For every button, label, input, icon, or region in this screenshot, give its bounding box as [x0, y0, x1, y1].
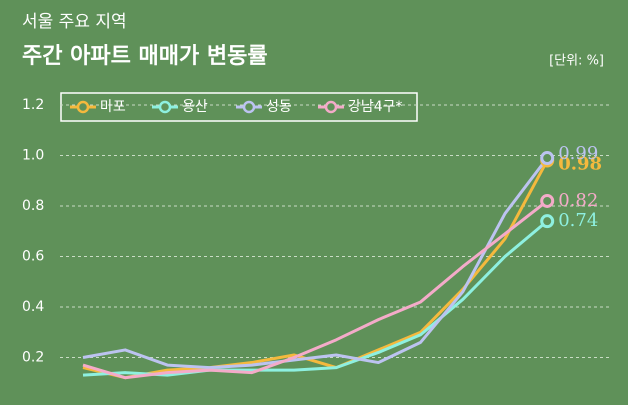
legend-marker: [324, 100, 338, 114]
unit-label: [단위: %]: [549, 54, 604, 69]
y-tick-label: 0.8: [22, 198, 44, 214]
legend-marker: [76, 100, 90, 114]
legend-marker: [158, 100, 172, 114]
series-line: [82, 199, 549, 380]
legend-label: 강남4구*: [348, 99, 403, 115]
legend-label: 성동: [266, 99, 292, 115]
legend-box: [60, 92, 418, 122]
legend-marker: [242, 100, 256, 114]
end-marker: [540, 214, 555, 229]
data-label: 0.99: [558, 143, 598, 164]
y-tick-label: 1.2: [22, 97, 44, 113]
data-label: 0.82: [558, 190, 598, 211]
y-tick-label: 0.4: [22, 299, 44, 315]
end-marker: [540, 151, 555, 166]
legend-label: 용산: [182, 99, 208, 115]
y-tick-label: 0.6: [22, 249, 44, 265]
chart-subtitle: 주간 아파트 매매가 변동률: [22, 44, 268, 69]
y-tick-label: 0.2: [22, 350, 44, 366]
chart-title: 서울 주요 지역: [22, 12, 127, 32]
y-tick-label: 1.0: [22, 148, 44, 164]
data-label: 0.74: [558, 210, 598, 231]
series-line: [82, 157, 549, 370]
data-label: 0.98: [558, 154, 602, 175]
end-marker: [540, 193, 555, 208]
legend-label: 마포: [100, 99, 126, 115]
